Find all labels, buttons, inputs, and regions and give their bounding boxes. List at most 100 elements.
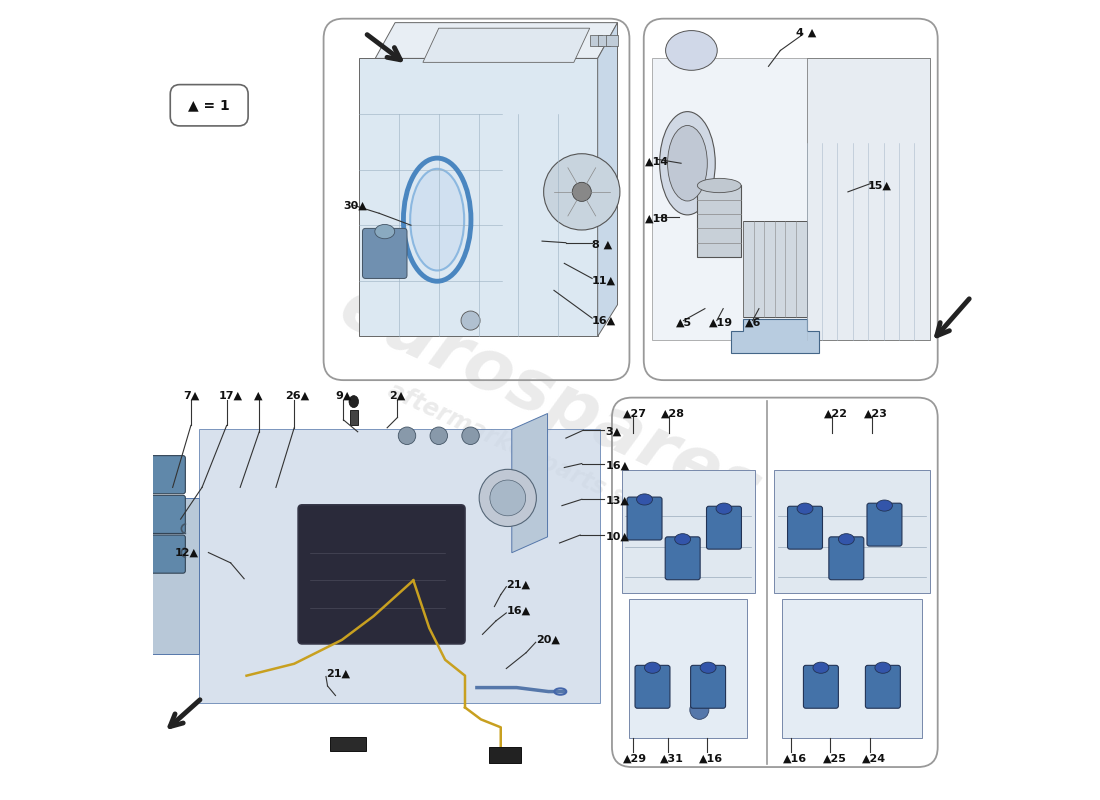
Text: ▲31: ▲31 (660, 754, 683, 764)
Text: 16▲: 16▲ (606, 460, 629, 470)
Ellipse shape (716, 503, 732, 514)
Text: ▲23: ▲23 (864, 409, 888, 418)
Text: eurospares: eurospares (329, 272, 771, 528)
Text: 3▲: 3▲ (606, 426, 621, 437)
Polygon shape (621, 470, 755, 593)
Ellipse shape (375, 225, 395, 238)
Text: 8 ▲: 8 ▲ (592, 240, 613, 250)
Polygon shape (512, 414, 548, 553)
FancyBboxPatch shape (627, 497, 662, 540)
Text: ▲19: ▲19 (708, 318, 733, 328)
FancyBboxPatch shape (788, 506, 823, 549)
Text: ▲25: ▲25 (823, 754, 846, 764)
Ellipse shape (490, 480, 526, 516)
Polygon shape (199, 430, 601, 703)
Text: 30▲: 30▲ (343, 200, 367, 210)
Text: ▲28: ▲28 (661, 409, 685, 418)
Ellipse shape (349, 396, 359, 407)
FancyBboxPatch shape (151, 456, 186, 494)
Ellipse shape (480, 470, 537, 526)
FancyBboxPatch shape (866, 666, 901, 708)
Circle shape (543, 154, 620, 230)
FancyBboxPatch shape (829, 537, 864, 580)
Ellipse shape (666, 30, 717, 70)
Text: ▲6: ▲6 (745, 318, 761, 328)
Polygon shape (488, 747, 520, 763)
Text: ▲ = 1: ▲ = 1 (188, 98, 230, 112)
Text: 15▲: 15▲ (868, 181, 892, 190)
Ellipse shape (798, 503, 813, 514)
FancyBboxPatch shape (635, 666, 670, 708)
Ellipse shape (838, 534, 855, 545)
Text: 9▲: 9▲ (336, 390, 352, 400)
Circle shape (572, 182, 592, 202)
Text: ▲24: ▲24 (862, 754, 887, 764)
Text: ▲: ▲ (254, 390, 262, 400)
Text: 13▲: 13▲ (606, 496, 629, 506)
Text: 16▲: 16▲ (506, 606, 530, 615)
Ellipse shape (674, 534, 691, 545)
Ellipse shape (813, 662, 829, 674)
Polygon shape (651, 58, 930, 341)
FancyBboxPatch shape (151, 535, 186, 573)
FancyBboxPatch shape (363, 229, 407, 278)
FancyBboxPatch shape (706, 506, 741, 549)
Ellipse shape (697, 178, 741, 193)
Ellipse shape (877, 500, 892, 511)
Circle shape (690, 700, 708, 719)
Text: ▲5: ▲5 (675, 318, 692, 328)
Ellipse shape (462, 427, 480, 445)
FancyBboxPatch shape (666, 537, 701, 580)
Polygon shape (774, 470, 930, 593)
Text: 4 ▲: 4 ▲ (796, 27, 816, 37)
Polygon shape (330, 737, 365, 751)
Ellipse shape (637, 494, 652, 505)
Polygon shape (590, 34, 602, 46)
Polygon shape (360, 58, 597, 337)
Text: aftermarket parts since 1988: aftermarket parts since 1988 (384, 378, 747, 565)
Text: 11▲: 11▲ (592, 276, 616, 286)
Polygon shape (744, 222, 806, 317)
Polygon shape (597, 22, 617, 337)
FancyBboxPatch shape (803, 666, 838, 708)
Polygon shape (375, 22, 617, 58)
Ellipse shape (645, 662, 660, 674)
Text: ▲18: ▲18 (646, 214, 669, 224)
Text: 26▲: 26▲ (285, 390, 309, 400)
Ellipse shape (430, 427, 448, 445)
Polygon shape (782, 598, 922, 738)
Text: 12▲: 12▲ (174, 547, 198, 558)
Text: 16▲: 16▲ (592, 315, 616, 326)
Text: 21▲: 21▲ (506, 579, 530, 590)
FancyBboxPatch shape (298, 505, 465, 644)
Text: ▲16: ▲16 (700, 754, 724, 764)
Circle shape (461, 311, 480, 330)
FancyBboxPatch shape (867, 503, 902, 546)
Text: 21▲: 21▲ (326, 669, 350, 679)
FancyBboxPatch shape (170, 85, 249, 126)
Text: ▲27: ▲27 (623, 409, 647, 418)
Ellipse shape (874, 662, 891, 674)
Polygon shape (422, 28, 590, 62)
Ellipse shape (700, 662, 716, 674)
Text: ▲22: ▲22 (824, 409, 848, 418)
Polygon shape (697, 186, 741, 257)
Ellipse shape (668, 126, 707, 201)
Ellipse shape (660, 112, 715, 215)
Text: 10▲: 10▲ (606, 532, 629, 542)
Text: ▲16: ▲16 (783, 754, 807, 764)
Text: 17▲: 17▲ (219, 390, 243, 400)
Polygon shape (629, 598, 747, 738)
Polygon shape (606, 34, 617, 46)
Text: ▲14: ▲14 (646, 157, 670, 166)
Text: 2▲: 2▲ (389, 390, 406, 400)
Polygon shape (597, 34, 609, 46)
FancyBboxPatch shape (151, 495, 186, 534)
Polygon shape (350, 410, 358, 426)
Polygon shape (806, 58, 930, 341)
Polygon shape (732, 319, 818, 353)
Text: ▲29: ▲29 (623, 754, 647, 764)
FancyBboxPatch shape (691, 666, 726, 708)
Text: 7▲: 7▲ (183, 390, 199, 400)
Text: 20▲: 20▲ (536, 635, 560, 645)
